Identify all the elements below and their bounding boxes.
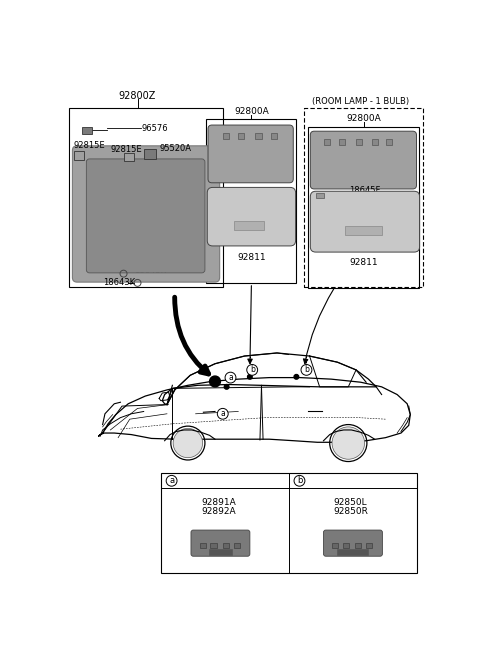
FancyArrowPatch shape (175, 297, 209, 374)
Circle shape (247, 365, 258, 375)
Text: 92815E: 92815E (110, 145, 142, 154)
Circle shape (332, 427, 365, 459)
Bar (255, 133, 262, 139)
Circle shape (217, 409, 228, 419)
Text: a: a (220, 409, 225, 419)
Bar (123, 153, 133, 161)
Text: 18643K: 18643K (103, 279, 135, 287)
Bar (82, 127, 92, 134)
Bar (234, 221, 264, 230)
Bar (161, 473, 417, 573)
Circle shape (248, 374, 252, 379)
Bar (372, 139, 378, 145)
Circle shape (210, 376, 220, 387)
Circle shape (224, 384, 229, 389)
Bar (316, 193, 324, 198)
Bar (355, 543, 361, 548)
Text: 92800A: 92800A (347, 114, 381, 124)
Bar (69, 108, 223, 286)
Bar (209, 549, 232, 555)
Text: 18643K: 18643K (133, 266, 166, 275)
Bar (210, 543, 216, 548)
Text: a: a (228, 373, 233, 382)
Bar (238, 133, 244, 139)
Circle shape (225, 373, 236, 383)
Bar (339, 139, 345, 145)
Text: a: a (169, 476, 174, 486)
FancyBboxPatch shape (191, 530, 250, 556)
Bar (271, 133, 277, 139)
Bar (144, 149, 156, 159)
Bar (385, 139, 392, 145)
Text: b: b (250, 365, 254, 374)
Text: 96576: 96576 (142, 124, 168, 133)
FancyBboxPatch shape (311, 191, 420, 252)
Text: b: b (297, 476, 302, 486)
Text: 92850R: 92850R (333, 507, 368, 516)
Text: 92800Z: 92800Z (119, 91, 156, 101)
Bar (223, 543, 229, 548)
Bar (343, 543, 349, 548)
Circle shape (173, 428, 203, 458)
Circle shape (301, 365, 312, 375)
Text: b: b (304, 365, 309, 374)
Bar (356, 139, 362, 145)
Bar (223, 133, 229, 139)
Bar (337, 549, 369, 555)
Text: 92815E: 92815E (74, 141, 106, 150)
Text: (ROOM LAMP - 1 BULB): (ROOM LAMP - 1 BULB) (312, 97, 409, 106)
Circle shape (166, 476, 177, 486)
FancyBboxPatch shape (311, 131, 417, 189)
FancyBboxPatch shape (86, 159, 205, 273)
Text: 92811: 92811 (237, 253, 266, 262)
Bar (200, 543, 206, 548)
Text: 95520A: 95520A (159, 144, 191, 152)
Bar (366, 543, 372, 548)
Bar (74, 151, 84, 160)
FancyArrowPatch shape (248, 286, 252, 363)
FancyBboxPatch shape (324, 530, 383, 556)
Text: 92891A: 92891A (202, 498, 236, 507)
Bar (345, 226, 383, 235)
FancyBboxPatch shape (207, 187, 296, 246)
Circle shape (294, 374, 299, 379)
Bar (332, 543, 338, 548)
Bar (234, 543, 240, 548)
Text: 92811: 92811 (349, 258, 378, 267)
Text: 92892A: 92892A (202, 507, 236, 516)
Bar (304, 108, 423, 286)
Text: 18645F: 18645F (349, 186, 381, 195)
Circle shape (294, 476, 305, 486)
Bar (206, 119, 296, 283)
FancyArrowPatch shape (303, 289, 334, 363)
FancyBboxPatch shape (208, 125, 293, 183)
Text: 92850L: 92850L (334, 498, 367, 507)
Text: 92800A: 92800A (234, 108, 269, 116)
Bar (324, 139, 330, 145)
Bar (308, 127, 419, 288)
FancyBboxPatch shape (72, 146, 220, 282)
